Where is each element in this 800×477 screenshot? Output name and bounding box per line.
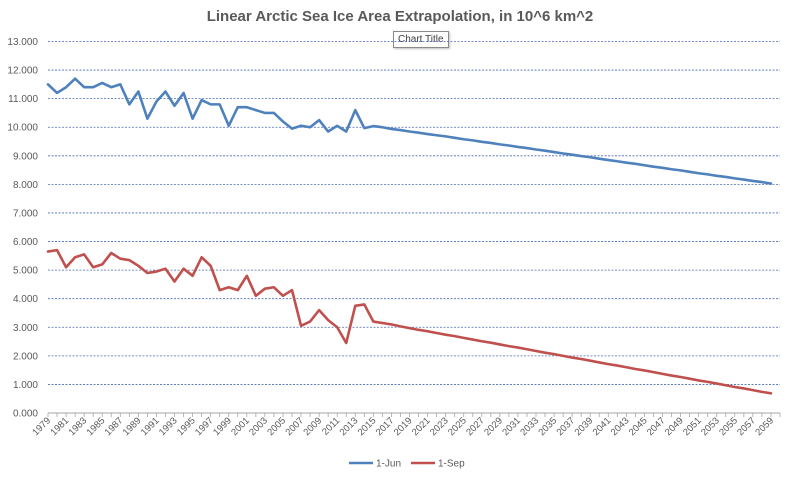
x-tick-label: 2035 [536, 415, 559, 438]
x-tick-label: 2027 [464, 415, 487, 438]
x-tick-label: 2021 [410, 415, 433, 438]
series-line-1-jun [46, 77, 773, 185]
x-tick-label: 1995 [175, 415, 198, 438]
x-tick-label: 2053 [699, 415, 722, 438]
y-tick-label: 5.000 [13, 266, 38, 277]
x-tick-label: 2033 [518, 415, 541, 438]
series-lines [46, 77, 773, 395]
x-tick-label: 2029 [482, 415, 505, 438]
chart-title-tooltip: Chart Title [393, 31, 449, 48]
x-tick-label: 2007 [283, 415, 306, 438]
y-tick-label: 0.000 [13, 409, 38, 420]
gridlines [48, 41, 780, 414]
x-tick-label: 2039 [573, 415, 596, 438]
x-tick-label: 1997 [193, 415, 216, 438]
y-axis-ticks: 0.000 1.000 2.000 3.000 4.000 5.000 6.000 7.000… [7, 37, 38, 420]
legend-label: 1-Sep [438, 459, 465, 470]
y-tick-label: 9.000 [13, 151, 38, 162]
x-tick-label: 2051 [681, 415, 704, 438]
y-tick-label: 8.000 [13, 180, 38, 191]
x-tick-label: 2047 [645, 415, 668, 438]
x-tick-label: 2041 [591, 415, 614, 438]
x-tick-label: 1989 [121, 415, 144, 438]
x-tick-label: 2003 [247, 415, 270, 438]
y-tick-label: 3.000 [13, 323, 38, 334]
y-tick-label: 2.000 [13, 351, 38, 362]
y-tick-label: 6.000 [13, 237, 38, 248]
y-tick-label: 10.000 [7, 123, 38, 134]
chart-title: Linear Arctic Sea Ice Area Extrapolation… [206, 8, 594, 25]
x-tick-label: 1999 [211, 415, 234, 438]
x-tick-label: 2031 [500, 415, 523, 438]
x-tick-label: 2005 [265, 415, 288, 438]
x-tick-label: 1991 [139, 415, 162, 438]
x-tick-label: 2013 [338, 415, 361, 438]
y-tick-label: 4.000 [13, 294, 38, 305]
x-tick-label: 1987 [103, 415, 126, 438]
x-tick-label: 1983 [67, 415, 90, 438]
x-tick-label: 2009 [302, 415, 325, 438]
x-tick-label: 2057 [735, 415, 758, 438]
legend: 1-Jun 1-Sep [349, 459, 465, 470]
x-tick-label: 1993 [157, 415, 180, 438]
y-tick-label: 1.000 [13, 380, 38, 391]
y-tick-label: 11.000 [8, 94, 38, 105]
x-tick-label: 2045 [627, 415, 650, 438]
x-tick-label: 2037 [555, 415, 578, 438]
y-tick-label: 7.000 [13, 208, 38, 219]
x-tick-label: 2001 [229, 415, 252, 438]
x-tick-label: 1981 [48, 415, 71, 438]
x-tick-label: 2043 [609, 415, 632, 438]
legend-label: 1-Jun [376, 459, 401, 470]
x-axis-ticks: 1979198119831985198719891991199319951997… [30, 413, 781, 438]
x-tick-label: 2049 [663, 415, 686, 438]
x-tick-label: 1985 [85, 415, 108, 438]
x-tick-label: 2019 [392, 415, 415, 438]
y-tick-label: 12.000 [7, 66, 38, 77]
x-tick-label: 2059 [753, 415, 776, 438]
x-tick-label: 2055 [717, 415, 740, 438]
x-tick-label: 2025 [446, 415, 469, 438]
y-tick-label: 13.000 [7, 37, 38, 48]
x-tick-label: 2015 [356, 415, 379, 438]
series-line-1-sep [46, 248, 773, 395]
x-tick-label: 2023 [428, 415, 451, 438]
x-tick-label: 2011 [320, 415, 342, 437]
x-tick-label: 2017 [374, 415, 397, 438]
